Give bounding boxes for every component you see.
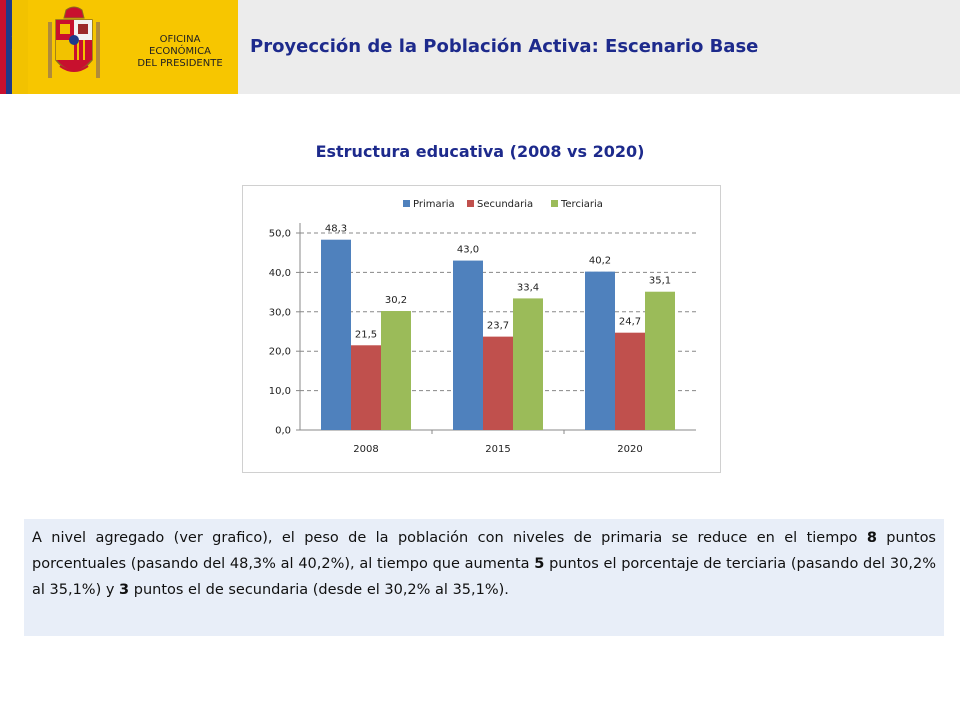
data-label: 24,7 (619, 317, 641, 328)
office-line-2: ECONÓMICA (149, 46, 211, 57)
bar-secundaria-2008 (351, 345, 381, 430)
legend-label-primaria: Primaria (413, 199, 455, 210)
data-label: 30,2 (385, 295, 407, 306)
bar-primaria-2020 (585, 271, 615, 430)
bar-chart: 0,0 10,0 20,0 30,0 40,0 50,0 48,3 21,5 30,2 2008 4… (269, 199, 696, 455)
summary-paragraph: A nivel agregado (ver grafico), el peso … (24, 519, 944, 636)
office-line-1: OFICINA (159, 34, 201, 45)
bar-primaria-2015 (453, 260, 483, 430)
bar-secundaria-2015 (483, 336, 513, 430)
bar-primaria-2008 (321, 239, 351, 430)
office-line-3: DEL PRESIDENTE (137, 58, 223, 69)
legend-label-terciaria: Terciaria (560, 199, 603, 210)
data-label: 35,1 (649, 276, 671, 287)
paragraph-text-4: puntos el de secundaria (desde el 30,2% … (129, 582, 509, 598)
legend-label-secundaria: Secundaria (477, 199, 533, 210)
x-tick-label: 2020 (617, 444, 642, 455)
bar-terciaria-2020 (645, 291, 675, 430)
y-tick-label: 50,0 (269, 229, 291, 240)
data-label: 21,5 (355, 329, 377, 340)
chart-container: 0,0 10,0 20,0 30,0 40,0 50,0 48,3 21,5 30,2 2008 4… (242, 185, 721, 473)
y-tick-label: 10,0 (269, 386, 291, 397)
legend-swatch-terciaria (551, 200, 558, 207)
paragraph-text-3: puntos el porcentaje de terciaria (pasan… (32, 556, 936, 598)
y-tick-label: 0,0 (275, 426, 291, 437)
y-tick-label: 40,0 (269, 268, 291, 279)
header-bar: OFICINA ECONÓMICA DEL PRESIDENTE Proyecc… (0, 0, 960, 94)
bar-secundaria-2020 (615, 332, 645, 430)
paragraph-bold-3: 3 (119, 582, 130, 598)
eu-stars-icon (11, 32, 23, 56)
x-tick-label: 2015 (485, 444, 510, 455)
data-label: 43,0 (457, 245, 479, 256)
data-label: 23,7 (487, 321, 509, 332)
flag-red-stripe (0, 0, 6, 94)
paragraph-text-2: puntos porcentuales (pasando del 48,3% a… (32, 530, 936, 572)
page-title: Proyección de la Población Activa: Escen… (250, 36, 759, 57)
x-tick-label: 2008 (353, 444, 378, 455)
coat-of-arms-icon (48, 6, 100, 78)
chart-title: Estructura educativa (2008 vs 2020) (315, 142, 645, 161)
legend-swatch-primaria (403, 200, 410, 207)
paragraph-text-1: A nivel agregado (ver grafico), el peso … (32, 530, 867, 546)
paragraph-bold-1: 8 (866, 530, 877, 546)
y-tick-label: 20,0 (269, 347, 291, 358)
office-name: OFICINA ECONÓMICA DEL PRESIDENTE (130, 34, 230, 70)
paragraph-bold-2: 5 (534, 556, 545, 572)
flag-blue-stripe (6, 0, 12, 94)
data-label: 48,3 (325, 224, 347, 235)
y-tick-label: 30,0 (269, 307, 291, 318)
bar-terciaria-2015 (513, 298, 543, 430)
bar-terciaria-2008 (381, 311, 411, 430)
data-label: 33,4 (517, 282, 539, 293)
data-label: 40,2 (589, 256, 611, 267)
legend-swatch-secundaria (467, 200, 474, 207)
